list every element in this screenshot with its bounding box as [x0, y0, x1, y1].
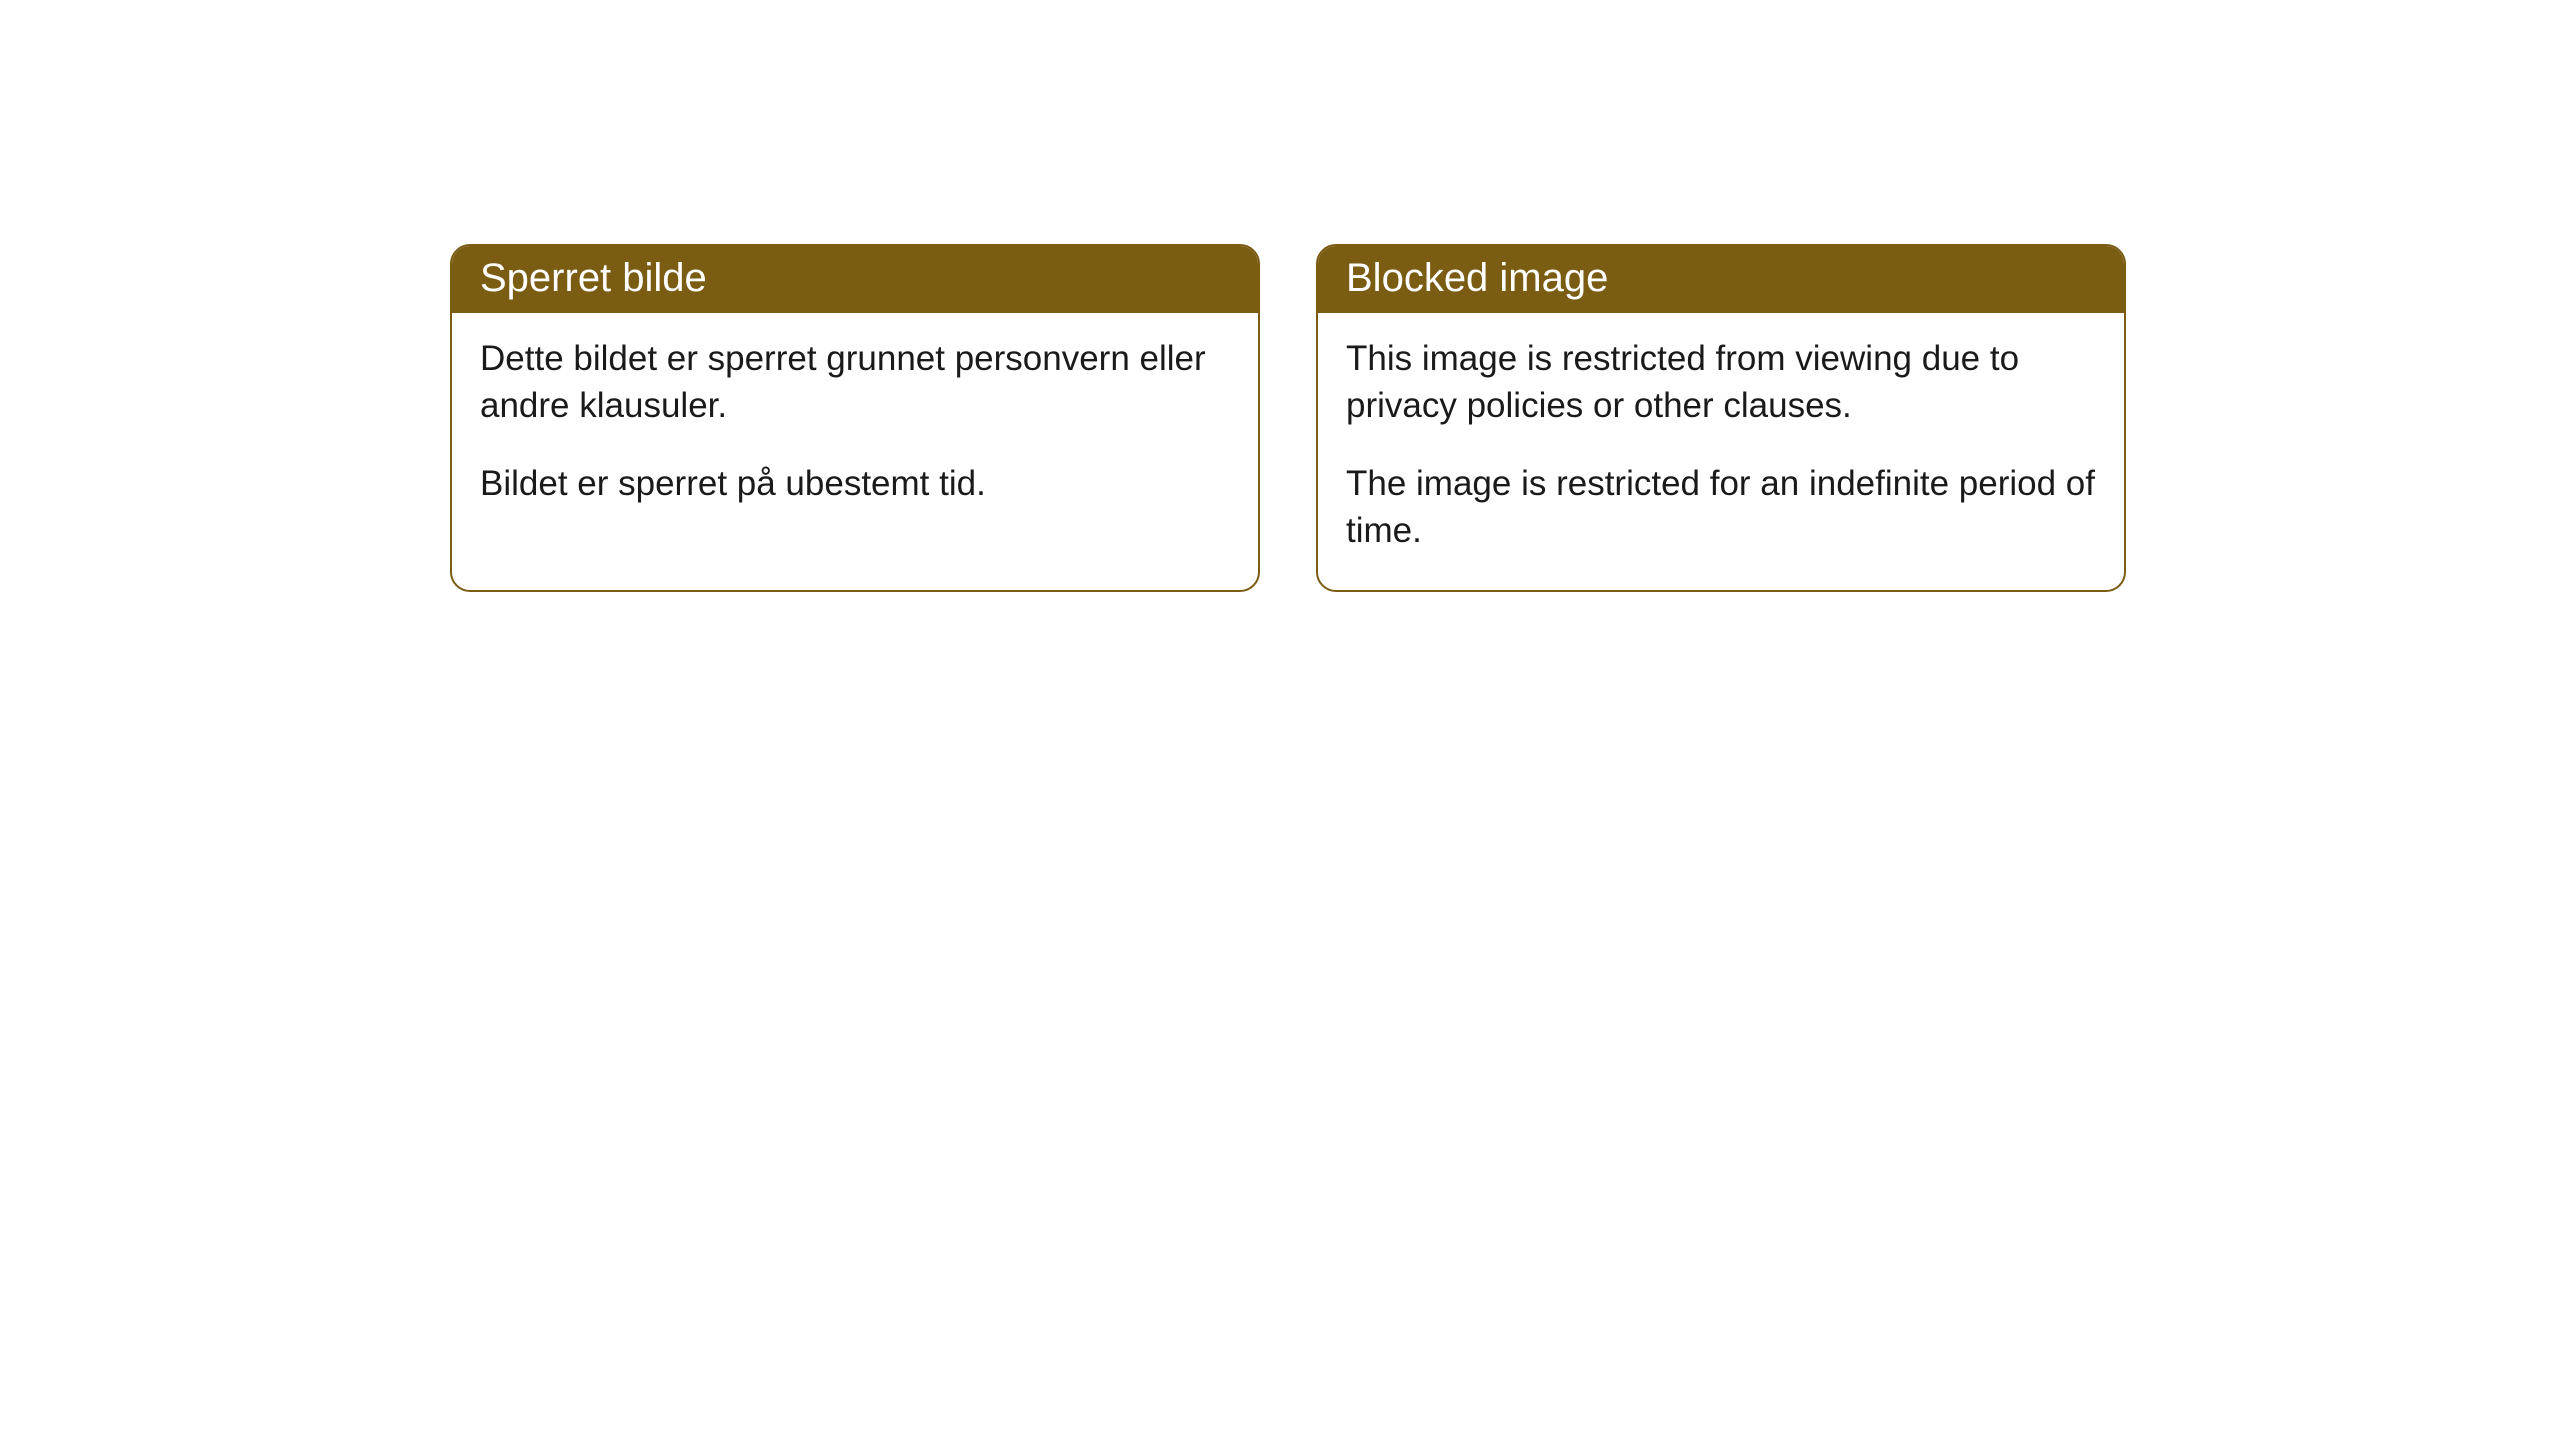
card-header-english: Blocked image	[1318, 246, 2124, 313]
blocked-image-card-english: Blocked image This image is restricted f…	[1316, 244, 2126, 592]
card-paragraph-norwegian-1: Dette bildet er sperret grunnet personve…	[480, 335, 1230, 430]
card-header-norwegian: Sperret bilde	[452, 246, 1258, 313]
card-paragraph-norwegian-2: Bildet er sperret på ubestemt tid.	[480, 460, 1230, 507]
notice-cards-container: Sperret bilde Dette bildet er sperret gr…	[450, 244, 2560, 592]
blocked-image-card-norwegian: Sperret bilde Dette bildet er sperret gr…	[450, 244, 1260, 592]
card-title-english: Blocked image	[1346, 256, 1608, 300]
card-body-norwegian: Dette bildet er sperret grunnet personve…	[452, 313, 1258, 543]
card-title-norwegian: Sperret bilde	[480, 256, 707, 300]
card-paragraph-english-1: This image is restricted from viewing du…	[1346, 335, 2096, 430]
card-body-english: This image is restricted from viewing du…	[1318, 313, 2124, 590]
card-paragraph-english-2: The image is restricted for an indefinit…	[1346, 460, 2096, 555]
